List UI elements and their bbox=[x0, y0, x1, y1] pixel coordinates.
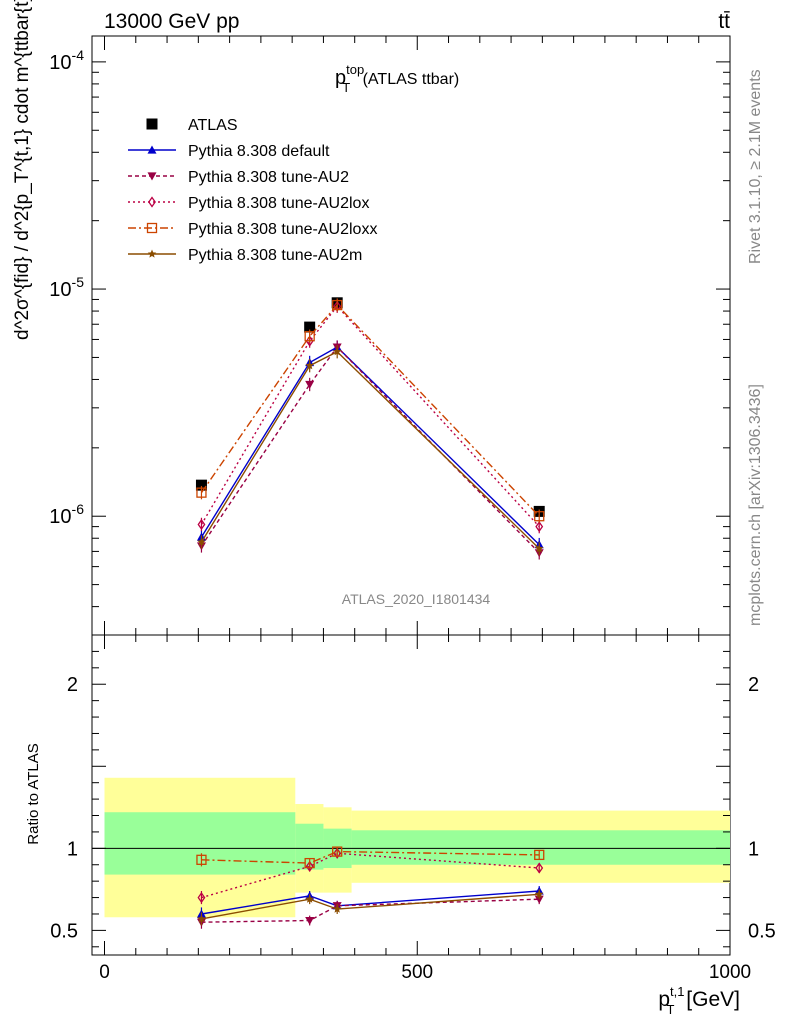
x-axis-label: pt,1 T [GeV] bbox=[658, 984, 740, 1017]
data-point-pythia-8-308-tune-au2loxx bbox=[304, 331, 315, 342]
ratio-tick-label: 2 bbox=[67, 674, 78, 696]
legend-marker bbox=[146, 118, 158, 130]
xlabel-sub: T bbox=[667, 1002, 675, 1017]
xlabel-sup: t,1 bbox=[670, 984, 684, 999]
ratio-tick-label: 1 bbox=[67, 838, 78, 860]
data-point-pythia-8-308-tune-au2loxx bbox=[534, 511, 545, 522]
data-point-atlas bbox=[304, 321, 316, 333]
legend-label: Pythia 8.308 tune-AU2m bbox=[188, 247, 362, 264]
y-tick-base: 10 bbox=[49, 279, 71, 301]
rivet-label: Rivet 3.1.10, ≥ 2.1M events bbox=[747, 69, 764, 264]
ratio-tick-label: 0.5 bbox=[50, 920, 78, 942]
analysis-id: ATLAS_2020_I1801434 bbox=[342, 591, 491, 607]
data-point-pythia-8-308-tune-au2m bbox=[197, 537, 206, 546]
xlabel-rest: [GeV] bbox=[680, 988, 740, 1011]
y-tick-label: 10-5 bbox=[49, 274, 84, 301]
ratio-line-pythia-8-308-default bbox=[201, 890, 540, 915]
ratio-point-pythia-8-308-tune-au2loxx bbox=[332, 846, 343, 857]
data-point-pythia-8-308-tune-au2lox bbox=[305, 335, 314, 347]
ratio-point-pythia-8-308-tune-au2lox bbox=[535, 862, 544, 874]
legend-entry-atlas: ATLAS bbox=[146, 117, 238, 134]
plot-title: ptop T (ATLAS ttbar) bbox=[335, 62, 459, 95]
legend-entry-pythia-8-308-tune-au2loxx: Pythia 8.308 tune-AU2loxx bbox=[128, 221, 377, 238]
ratio-plot-panel bbox=[91, 634, 731, 956]
ratio-tick-label: 1 bbox=[748, 838, 759, 860]
y-tick-base: 10 bbox=[49, 506, 71, 528]
xlabel-main: p bbox=[658, 988, 670, 1011]
ratio-tick-label: 0.5 bbox=[748, 920, 776, 942]
ratio-line-pythia-8-308-tune-au2 bbox=[201, 898, 540, 923]
title-sub: T bbox=[342, 80, 350, 95]
legend-label: Pythia 8.308 default bbox=[188, 143, 330, 160]
data-point-pythia-8-308-tune-au2m bbox=[305, 361, 314, 370]
data-point-pythia-8-308-tune-au2lox bbox=[535, 520, 544, 533]
legend-marker bbox=[148, 196, 156, 208]
data-point-pythia-8-308-tune-au2m bbox=[534, 544, 544, 553]
legend-marker bbox=[147, 249, 157, 258]
data-point-pythia-8-308-tune-au2loxx bbox=[196, 487, 207, 498]
ratio-band-inner bbox=[104, 812, 296, 875]
ratio-point-pythia-8-308-tune-au2loxx bbox=[196, 854, 207, 865]
ratio-tick-label: 2 bbox=[748, 674, 759, 696]
data-point-pythia-8-308-tune-au2loxx bbox=[332, 299, 343, 311]
data-point-pythia-8-308-tune-au2m bbox=[332, 347, 342, 356]
legend-label: ATLAS bbox=[188, 117, 238, 134]
legend-entry-pythia-8-308-default: Pythia 8.308 default bbox=[128, 143, 330, 160]
series-line-pythia-8-308-tune-au2 bbox=[200, 346, 540, 554]
x-tick-label: 0 bbox=[99, 962, 110, 983]
legend-entry-pythia-8-308-tune-au2: Pythia 8.308 tune-AU2 bbox=[128, 169, 349, 186]
collision-label: 13000 GeV pp bbox=[104, 10, 239, 33]
data-point-pythia-8-308-tune-au2lox bbox=[197, 518, 206, 531]
ratio-point-pythia-8-308-tune-au2m bbox=[305, 894, 314, 903]
x-tick-label: 500 bbox=[401, 962, 433, 983]
series-line-pythia-8-308-tune-au2lox bbox=[200, 305, 540, 528]
y-tick-exponent: -4 bbox=[72, 47, 85, 63]
x-tick-label: 1000 bbox=[709, 962, 751, 983]
title-rest: (ATLAS ttbar) bbox=[358, 71, 459, 88]
ratio-y-label: Ratio to ATLAS bbox=[25, 743, 42, 844]
y-tick-base: 10 bbox=[49, 52, 71, 74]
legend-label: Pythia 8.308 tune-AU2 bbox=[188, 169, 349, 186]
y-tick-label: 10-6 bbox=[49, 501, 84, 528]
legend-label: Pythia 8.308 tune-AU2lox bbox=[188, 195, 369, 212]
legend-marker bbox=[147, 172, 157, 181]
y-tick-exponent: -5 bbox=[72, 274, 85, 290]
process-label: tt̄ bbox=[718, 10, 730, 33]
legend-marker bbox=[146, 222, 158, 234]
ratio-point-pythia-8-308-tune-au2 bbox=[305, 916, 315, 926]
legend-entry-pythia-8-308-tune-au2lox: Pythia 8.308 tune-AU2lox bbox=[128, 195, 369, 212]
ratio-point-pythia-8-308-tune-au2m bbox=[332, 904, 342, 913]
ratio-frame bbox=[91, 634, 731, 956]
ratio-point-pythia-8-308-tune-au2m bbox=[197, 914, 206, 923]
mcplots-label: mcplots.cern.ch [arXiv:1306.3436] bbox=[747, 384, 764, 626]
data-point-atlas bbox=[195, 479, 207, 491]
ratio-point-pythia-8-308-tune-au2loxx bbox=[304, 857, 315, 869]
ratio-line-pythia-8-308-tune-au2loxx bbox=[201, 850, 540, 864]
y-axis-label: d^2σ^{fid} / d^2{p_T^{t,1} cdot m^{ttbar… bbox=[12, 0, 33, 340]
ratio-point-pythia-8-308-tune-au2m bbox=[534, 889, 544, 898]
y-tick-label: 10-4 bbox=[49, 47, 84, 74]
data-point-pythia-8-308-tune-au2 bbox=[305, 380, 315, 390]
series-line-pythia-8-308-tune-au2loxx bbox=[200, 304, 540, 517]
ratio-point-pythia-8-308-tune-au2loxx bbox=[534, 849, 545, 861]
title-sup: top bbox=[346, 62, 364, 77]
y-tick-exponent: -6 bbox=[72, 501, 85, 517]
ratio-point-pythia-8-308-tune-au2lox bbox=[305, 860, 314, 873]
ratio-point-pythia-8-308-tune-au2lox bbox=[197, 891, 206, 904]
legend-marker bbox=[147, 145, 157, 154]
legend-label: Pythia 8.308 tune-AU2loxx bbox=[188, 221, 377, 238]
title-main: p bbox=[335, 67, 346, 89]
legend-entry-pythia-8-308-tune-au2m: Pythia 8.308 tune-AU2m bbox=[128, 247, 362, 264]
ratio-line-pythia-8-308-tune-au2lox bbox=[201, 852, 540, 899]
ratio-line-pythia-8-308-tune-au2m bbox=[201, 893, 540, 920]
series-line-pythia-8-308-tune-au2m bbox=[200, 350, 540, 550]
series-line-pythia-8-308-default bbox=[200, 346, 540, 546]
